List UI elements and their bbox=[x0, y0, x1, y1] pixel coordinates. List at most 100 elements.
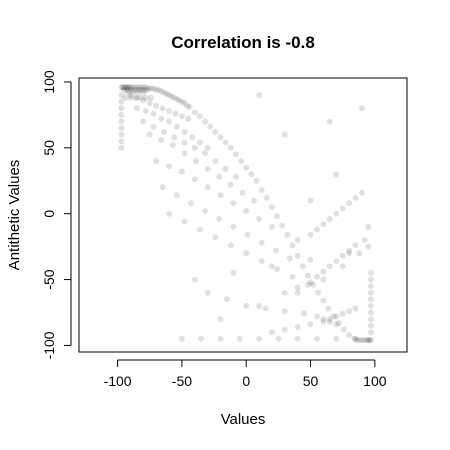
data-point bbox=[356, 337, 363, 344]
data-point bbox=[333, 335, 340, 342]
data-point bbox=[262, 305, 269, 312]
data-point bbox=[248, 171, 255, 178]
data-point bbox=[150, 123, 157, 130]
data-point bbox=[368, 270, 374, 276]
data-point bbox=[253, 177, 260, 184]
data-point bbox=[140, 89, 147, 96]
data-point bbox=[294, 284, 301, 291]
data-point bbox=[294, 252, 301, 259]
data-point bbox=[191, 144, 198, 151]
data-point bbox=[368, 322, 374, 329]
data-point bbox=[153, 86, 160, 93]
data-point bbox=[310, 281, 317, 288]
data-point bbox=[153, 102, 160, 109]
x-axis-label: Values bbox=[221, 411, 266, 428]
data-point bbox=[258, 258, 265, 265]
data-point bbox=[118, 131, 125, 138]
data-point bbox=[243, 250, 250, 257]
data-point bbox=[314, 273, 320, 280]
data-point bbox=[333, 258, 340, 265]
data-point bbox=[173, 192, 180, 199]
data-point bbox=[196, 226, 203, 233]
data-point bbox=[333, 210, 340, 217]
data-point bbox=[353, 337, 360, 344]
data-point bbox=[227, 242, 234, 249]
data-point bbox=[339, 263, 346, 270]
data-point bbox=[121, 84, 127, 91]
data-point bbox=[133, 94, 140, 101]
data-point bbox=[148, 94, 154, 101]
x-tick-label: -50 bbox=[172, 373, 192, 389]
data-point bbox=[145, 85, 152, 92]
data-point bbox=[158, 136, 165, 143]
data-point bbox=[346, 250, 353, 257]
data-point bbox=[239, 189, 246, 196]
data-point bbox=[346, 308, 353, 315]
data-point bbox=[320, 268, 327, 275]
data-point bbox=[137, 84, 144, 91]
data-point bbox=[238, 158, 245, 164]
x-tick-label: 0 bbox=[242, 373, 250, 389]
scatter-points bbox=[118, 84, 374, 344]
data-point bbox=[256, 92, 263, 99]
y-tick-label: 0 bbox=[41, 210, 57, 218]
data-point bbox=[294, 335, 301, 342]
data-point bbox=[250, 197, 257, 204]
data-point bbox=[289, 242, 296, 249]
data-point bbox=[346, 200, 353, 207]
data-point bbox=[314, 226, 320, 233]
data-point bbox=[204, 289, 211, 296]
data-point bbox=[217, 134, 224, 141]
data-point bbox=[181, 150, 188, 157]
data-point bbox=[181, 218, 188, 225]
data-point bbox=[326, 216, 333, 222]
data-point bbox=[368, 289, 374, 296]
data-point bbox=[212, 158, 219, 164]
data-point bbox=[118, 98, 125, 105]
data-point bbox=[135, 89, 142, 96]
data-point bbox=[171, 134, 178, 141]
data-point bbox=[305, 281, 311, 288]
data-point bbox=[299, 263, 306, 270]
data-point bbox=[130, 84, 136, 91]
data-point bbox=[307, 321, 314, 328]
data-point bbox=[178, 335, 185, 342]
data-point bbox=[314, 313, 320, 320]
data-point bbox=[333, 321, 340, 328]
data-point bbox=[307, 256, 314, 263]
x-tick-label: -100 bbox=[104, 373, 132, 389]
data-point bbox=[279, 222, 286, 229]
data-point bbox=[140, 84, 147, 91]
data-point bbox=[146, 131, 153, 138]
data-point bbox=[289, 273, 296, 280]
data-point bbox=[118, 118, 125, 125]
data-point bbox=[326, 118, 333, 125]
data-point bbox=[359, 337, 365, 344]
data-point bbox=[137, 94, 144, 101]
data-point bbox=[128, 86, 135, 93]
data-point bbox=[146, 100, 153, 106]
data-point bbox=[166, 210, 172, 217]
data-point bbox=[222, 139, 229, 146]
data-point bbox=[166, 92, 172, 99]
data-point bbox=[275, 335, 282, 342]
data-point bbox=[320, 318, 327, 325]
data-point bbox=[351, 335, 358, 342]
data-point bbox=[305, 272, 311, 279]
data-point bbox=[352, 194, 359, 201]
data-point bbox=[173, 96, 180, 103]
data-point bbox=[139, 86, 145, 93]
data-point bbox=[118, 111, 125, 118]
data-point bbox=[202, 150, 209, 157]
data-point bbox=[236, 335, 243, 342]
data-point bbox=[326, 263, 333, 270]
data-point bbox=[346, 331, 353, 338]
data-point bbox=[191, 276, 198, 283]
data-point bbox=[361, 337, 368, 344]
data-point bbox=[352, 242, 359, 249]
data-point bbox=[133, 105, 140, 112]
data-point bbox=[230, 270, 237, 276]
chart-title: Correlation is -0.8 bbox=[171, 33, 315, 52]
data-point bbox=[244, 231, 251, 238]
data-point bbox=[204, 144, 211, 151]
